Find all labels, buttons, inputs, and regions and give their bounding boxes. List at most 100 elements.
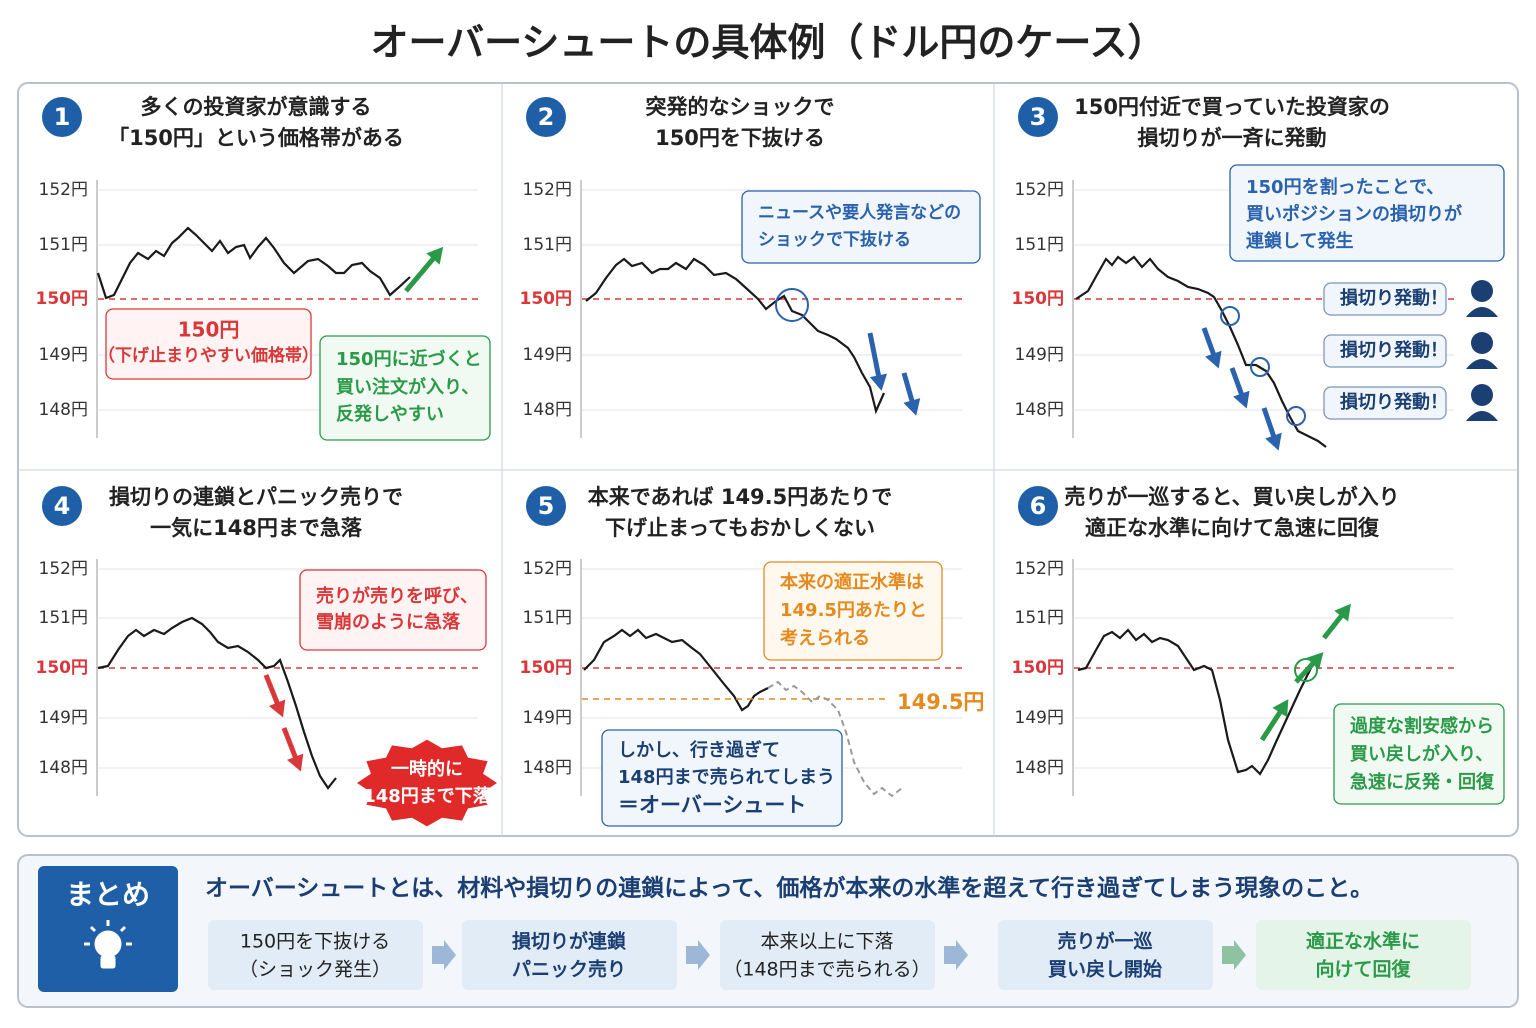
highlight-ring [1286, 406, 1306, 426]
trend-arrow-head [1306, 652, 1324, 670]
trend-arrow-head [1272, 699, 1289, 718]
callout-text: ニュースや要人発言などの [758, 202, 961, 223]
person-head [1471, 384, 1493, 406]
callout-text: ショックで下抜ける [758, 229, 911, 250]
summary-badge [38, 866, 178, 992]
callout-text: 売りが売りを呼び、 [316, 585, 478, 607]
number-badge [1018, 97, 1058, 137]
callout-text: 買い戻しが入り、 [1350, 743, 1493, 765]
y-tick-label: 152円 [523, 559, 572, 579]
step-text: 本来以上に下落 [760, 931, 893, 953]
y-tick-label: 150円 [36, 289, 89, 309]
callout-text: 148円まで下落 [363, 786, 492, 807]
y-tick-label: 149円 [523, 345, 572, 365]
y-tick-label: 148円 [523, 758, 572, 778]
burst [357, 739, 497, 827]
number-badge [1018, 486, 1058, 526]
callout-box [1323, 282, 1447, 316]
panel-heading: 150円付近で買っていた投資家の [1074, 95, 1390, 119]
callout-box [299, 569, 487, 651]
y-tick-label: 152円 [1015, 559, 1064, 579]
callout-text: 急速に反発・回復 [1350, 771, 1495, 793]
callout-box [601, 729, 843, 827]
callout-box [1333, 703, 1505, 805]
trend-arrow-head [1265, 432, 1282, 451]
y-tick-label: 151円 [523, 235, 572, 255]
callout-text: 連鎖して発生 [1246, 230, 1353, 252]
callout-text: 損切り発動！ [1340, 287, 1448, 309]
step-text: （148円まで売られる） [723, 959, 930, 981]
callout-text: 148円まで売られてしまう [618, 766, 835, 788]
panel-heading: 損切りの連鎖とパニック売りで [109, 485, 403, 509]
callout-text: 雪崩のように急落 [316, 611, 461, 633]
person-body [1466, 411, 1498, 421]
callout-text: 本来の適正水準は [780, 571, 924, 593]
callout-text: 考えられる [780, 627, 870, 649]
step-arrow [944, 940, 968, 970]
callout-box [105, 308, 312, 380]
person-body [1466, 307, 1498, 317]
callout-text: 買いポジションの損切りが [1246, 203, 1462, 225]
y-tick-label: 151円 [39, 235, 88, 255]
panel-heading: 150円を下抜ける [655, 126, 825, 150]
trend-arrow-head [1205, 350, 1222, 369]
panel-number: 1 [54, 103, 71, 131]
trend-arrow-head [903, 398, 921, 416]
trend-arrow-head [269, 699, 286, 718]
callout-text: 反発しやすい [336, 403, 444, 425]
price-line [1077, 628, 1313, 776]
step-box [720, 920, 935, 990]
y-tick-label: 148円 [523, 400, 572, 420]
y-tick-label: 149円 [1015, 708, 1064, 728]
y-tick-label: 149円 [39, 708, 88, 728]
panel-heading: 突発的なショックで [646, 95, 835, 119]
y-tick-label: 150円 [1012, 658, 1065, 678]
person-head [1471, 332, 1493, 354]
panel-number: 5 [538, 492, 555, 520]
step-text: 150円を下抜ける [240, 931, 390, 953]
step-arrow [432, 940, 456, 970]
callout-text: 買い注文が入り、 [336, 376, 479, 398]
number-badge [42, 486, 82, 526]
panel-heading: 多くの投資家が意識する [141, 95, 372, 119]
panel-heading: 損切りが一斉に発動 [1138, 126, 1327, 150]
step-text: 買い戻し開始 [1048, 958, 1162, 981]
highlight-ring [1294, 658, 1318, 682]
trend-arrow [867, 332, 883, 384]
step-text: （ショック発生） [239, 959, 391, 981]
y-tick-label: 149円 [1015, 345, 1064, 365]
step-box [998, 920, 1213, 990]
y-tick-label: 151円 [523, 608, 572, 628]
hypothetical-line [767, 680, 903, 798]
y-tick-label: 150円 [520, 289, 573, 309]
y-tick-label: 152円 [39, 559, 88, 579]
person-body [1466, 359, 1498, 369]
callout-text: （下げ止まりやすい価格帯） [98, 345, 319, 366]
y-tick-label: 150円 [1012, 289, 1065, 309]
y-tick-label: 148円 [39, 758, 88, 778]
y-tick-label: 151円 [1015, 608, 1064, 628]
callout-box [1229, 164, 1505, 262]
number-badge [526, 97, 566, 137]
trend-arrow-head [869, 373, 888, 391]
panel-heading: 「150円」という価格帯がある [108, 126, 404, 150]
bulb-icon [84, 920, 132, 969]
step-arrow [1222, 940, 1246, 970]
y-tick-label: 152円 [39, 180, 88, 200]
y-tick-label: 150円 [36, 658, 89, 678]
step-text: 向けて回復 [1315, 958, 1411, 981]
callout-box [319, 335, 491, 441]
panel-heading: 適正な水準に向けて急速に回復 [1085, 516, 1380, 540]
callout-text: 149.5円あたりと [780, 600, 927, 621]
step-text: 売りが一巡 [1057, 930, 1152, 953]
highlight-ring [1250, 357, 1270, 377]
price-line [1075, 255, 1327, 448]
highlight-ring [775, 288, 809, 322]
step-text: 損切りが連鎖 [512, 930, 627, 953]
panel-number: 6 [1030, 492, 1047, 520]
summary-label: まとめ [66, 878, 150, 911]
callout-text: しかし、行き過ぎて [618, 739, 780, 761]
callout-text: 150円を割ったことで、 [1246, 176, 1444, 198]
y-tick-label: 148円 [1015, 400, 1064, 420]
